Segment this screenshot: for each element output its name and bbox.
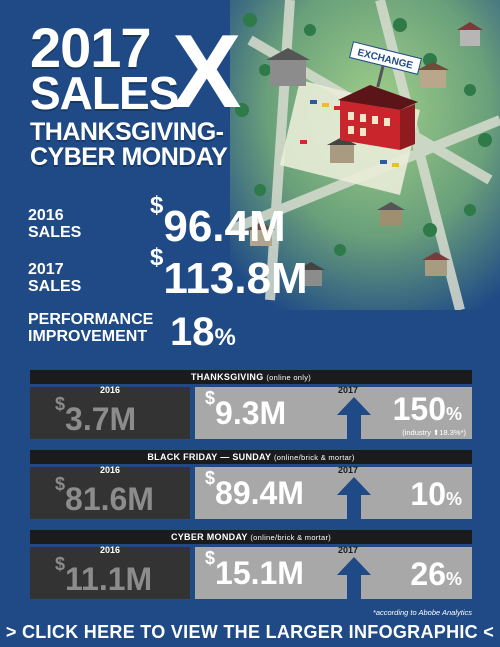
cur-year-label: 2017 xyxy=(338,545,359,555)
currency-symbol: $ xyxy=(205,388,216,409)
panel-title: CYBER MONDAY xyxy=(170,532,248,542)
stat-label-line: 2017 xyxy=(28,261,64,278)
panel-subtitle: (online/brick & mortar) xyxy=(250,533,332,542)
value-text: 15.1M xyxy=(215,555,304,591)
view-larger-infographic-link[interactable]: > CLICK HERE TO VIEW THE LARGER INFOGRAP… xyxy=(5,622,495,642)
panel-subtitle: (online only) xyxy=(266,373,312,382)
percent-sign: % xyxy=(445,404,462,424)
stat-2017-value: $113.8M xyxy=(150,246,308,303)
prev-year-label: 2016 xyxy=(100,465,121,475)
stat-2016-label: 2016 SALES xyxy=(28,207,82,242)
headline-thanksgiving: THANKSGIVING- xyxy=(30,118,224,146)
exchange-building xyxy=(338,85,418,150)
stat-label-line: SALES xyxy=(28,223,82,241)
panel-title: BLACK FRIDAY — SUNDAY xyxy=(147,452,272,462)
change-percent: 26% xyxy=(410,558,462,590)
currency-symbol: $ xyxy=(205,468,216,489)
currency-symbol: $ xyxy=(55,554,66,575)
stat-value-text: 18 xyxy=(170,310,215,354)
panel-body: 2016 $3.7M 2017 $9.3M 150% (industry ⬆18… xyxy=(30,385,472,439)
cur-year-value: $9.3M xyxy=(205,389,287,431)
value-text: 11.1M xyxy=(65,561,153,597)
value-text: 89.4M xyxy=(215,475,304,511)
stat-label-line: SALES xyxy=(28,277,82,295)
panel-thanksgiving: THANKSGIVING (online only) 2016 $3.7M 20… xyxy=(30,370,472,439)
change-value: 26 xyxy=(410,556,446,592)
up-arrow-icon xyxy=(337,397,371,439)
percent-sign: % xyxy=(445,489,462,509)
change-percent: 150% xyxy=(393,393,462,425)
prev-year-value: $81.6M xyxy=(55,475,154,517)
stat-value-text: 113.8M xyxy=(163,254,308,303)
percent-sign: % xyxy=(214,324,236,351)
panel-body: 2016 $11.1M 2017 $15.1M 26% xyxy=(30,545,472,599)
cur-year-value: $15.1M xyxy=(205,549,304,591)
cur-year-box: 2017 $89.4M 10% xyxy=(195,465,472,519)
panel-subtitle: (online/brick & mortar) xyxy=(273,453,355,462)
stat-2017-label: 2017 SALES xyxy=(28,261,82,296)
currency-symbol: $ xyxy=(150,244,164,272)
change-value: 10 xyxy=(410,476,446,512)
headline-cyber-monday: CYBER MONDAY xyxy=(30,143,228,171)
prev-year-value: $3.7M xyxy=(55,395,137,437)
exchange-x-logo: X xyxy=(172,14,242,130)
panel-black-friday: BLACK FRIDAY — SUNDAY (online/brick & mo… xyxy=(30,450,472,519)
headline-sales: SALES xyxy=(30,67,179,119)
prev-year-box: 2016 $81.6M xyxy=(30,465,190,519)
prev-year-box: 2016 $11.1M xyxy=(30,545,190,599)
change-percent: 10% xyxy=(410,478,462,510)
panel-title: THANKSGIVING xyxy=(190,372,264,382)
town-illustration: EXCHANGE xyxy=(230,0,500,310)
cur-year-box: 2017 $15.1M 26% xyxy=(195,545,472,599)
stat-2016-value: $96.4M xyxy=(150,194,286,251)
panel-header: CYBER MONDAY (online/brick & mortar) xyxy=(30,530,472,544)
currency-symbol: $ xyxy=(55,474,66,495)
panel-body: 2016 $81.6M 2017 $89.4M 10% xyxy=(30,465,472,519)
stat-value-text: 96.4M xyxy=(163,202,286,251)
prev-year-label: 2016 xyxy=(100,545,121,555)
cur-year-box: 2017 $9.3M 150% (industry ⬆18.3%*) xyxy=(195,385,472,439)
panel-header: BLACK FRIDAY — SUNDAY (online/brick & mo… xyxy=(30,450,472,464)
prev-year-label: 2016 xyxy=(100,385,121,395)
currency-symbol: $ xyxy=(205,548,216,569)
cur-year-label: 2017 xyxy=(338,385,359,395)
stat-label-line: 2016 xyxy=(28,207,64,224)
up-arrow-icon xyxy=(337,477,371,519)
panel-header: THANKSGIVING (online only) xyxy=(30,370,472,384)
stat-improvement-label: PERFORMANCE IMPROVEMENT xyxy=(28,311,154,346)
currency-symbol: $ xyxy=(150,192,164,220)
panel-cyber-monday: CYBER MONDAY (online/brick & mortar) 201… xyxy=(30,530,472,599)
percent-sign: % xyxy=(445,569,462,589)
cur-year-value: $89.4M xyxy=(205,469,304,511)
prev-year-value: $11.1M xyxy=(55,555,153,597)
industry-note: (industry ⬆18.3%*) xyxy=(402,428,466,437)
value-text: 81.6M xyxy=(65,481,154,517)
stat-label-line: PERFORMANCE xyxy=(28,311,154,328)
cur-year-label: 2017 xyxy=(338,465,359,475)
up-arrow-icon xyxy=(337,557,371,599)
value-text: 3.7M xyxy=(65,401,137,437)
change-value: 150 xyxy=(392,391,446,427)
stat-label-line: IMPROVEMENT xyxy=(28,327,148,345)
stat-improvement-value: 18% xyxy=(170,312,236,352)
source-footnote: *according to Abobe Analytics xyxy=(372,608,472,617)
prev-year-box: 2016 $3.7M xyxy=(30,385,190,439)
currency-symbol: $ xyxy=(55,394,66,415)
value-text: 9.3M xyxy=(215,395,287,431)
headline-year: 2017 xyxy=(30,16,152,79)
